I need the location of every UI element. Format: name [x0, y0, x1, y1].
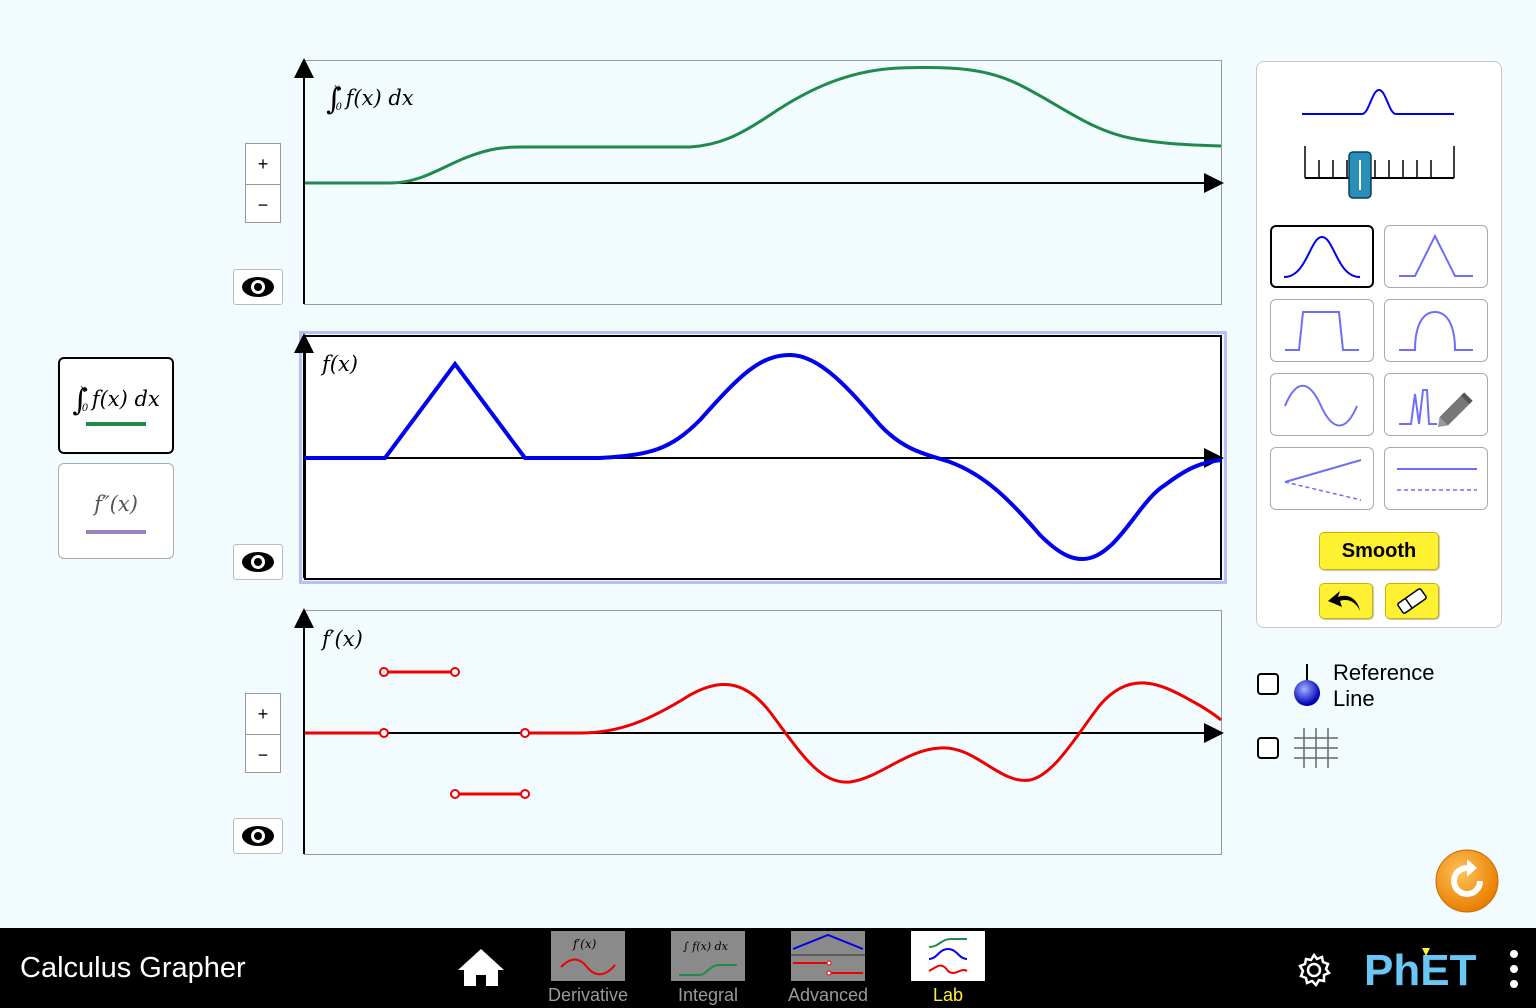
shape-tilted-line-button[interactable] — [1270, 447, 1374, 510]
phet-logo[interactable]: PhET — [1364, 946, 1494, 990]
integral-toggle-label: ∫0x f(x) dx — [72, 383, 160, 418]
sine-wave-icon — [1284, 385, 1358, 427]
flat-line-icon — [1397, 468, 1477, 491]
integral-graph-title: ∫0x f(x) dx — [326, 82, 414, 117]
tab-derivative-label: Derivative — [547, 985, 629, 1005]
graph-curves — [294, 58, 1224, 854]
freeform-pencil-icon — [1399, 389, 1473, 427]
settings-button[interactable] — [1296, 952, 1332, 988]
tab-advanced[interactable]: Advanced — [768, 928, 888, 1008]
reset-icon — [1451, 859, 1483, 897]
width-preview-icon — [1302, 88, 1454, 115]
eye-icon — [242, 277, 274, 297]
parabola-bump-icon — [1399, 310, 1473, 351]
tab-lab[interactable]: Lab — [888, 928, 1008, 1008]
derivative-tab-icon: f′(x) — [551, 931, 625, 981]
tab-integral-label: Integral — [677, 985, 739, 1005]
derivative-graph-title: f′(x) — [322, 627, 363, 651]
tab-derivative[interactable]: f′(x) Derivative — [528, 928, 648, 1008]
tab-integral[interactable]: ∫ f(x) dx Integral — [648, 928, 768, 1008]
derivative-zoom-control: + − — [245, 693, 281, 773]
derivative-visibility-button[interactable] — [233, 818, 283, 854]
kebab-menu-icon — [1510, 950, 1518, 988]
home-icon — [458, 949, 504, 986]
second-derivative-graph-toggle[interactable]: f″(x) — [58, 463, 174, 559]
width-slider[interactable] — [1297, 140, 1457, 202]
navigation-bar: Calculus Grapher f′(x) Derivative ∫ f(x)… — [0, 928, 1536, 1008]
grid-icon — [1294, 728, 1338, 768]
reset-all-button[interactable] — [1434, 848, 1500, 914]
derivative-curve — [305, 670, 1222, 796]
undo-button[interactable] — [1319, 583, 1373, 619]
eraser-icon — [1397, 588, 1427, 614]
smooth-button[interactable]: Smooth — [1319, 532, 1439, 570]
curve-manipulation-panel: Smooth — [1256, 61, 1502, 628]
undo-icon — [1328, 591, 1360, 611]
shape-flat-line-button[interactable] — [1384, 447, 1488, 510]
more-options-button[interactable] — [1506, 948, 1522, 990]
second-derivative-color-swatch — [86, 530, 146, 534]
integral-tab-icon: ∫ f(x) dx — [671, 931, 745, 981]
reference-line-checkbox[interactable] — [1257, 673, 1279, 695]
derivative-zoom-in-button[interactable]: + — [246, 694, 280, 735]
integral-graph-toggle[interactable]: ∫0x f(x) dx — [58, 357, 174, 454]
integral-zoom-out-button[interactable]: − — [257, 194, 269, 215]
triangle-icon — [1399, 233, 1473, 277]
svg-text:f′(x): f′(x) — [572, 937, 597, 951]
original-graph-title: f(x) — [322, 352, 359, 376]
integral-zoom-in-button[interactable]: + — [246, 144, 280, 185]
reference-line-icon — [1294, 664, 1320, 706]
erase-button[interactable] — [1385, 583, 1439, 619]
derivative-zoom-out-button[interactable]: − — [257, 744, 269, 765]
gaussian-bell-icon — [1283, 235, 1361, 278]
svg-text:∫ f(x) dx: ∫ f(x) dx — [683, 940, 729, 953]
shape-freeform-draw-button[interactable] — [1384, 373, 1488, 436]
second-derivative-toggle-label: f″(x) — [94, 492, 138, 516]
shape-sine-wave-button[interactable] — [1270, 373, 1374, 436]
original-graph-highlight — [299, 331, 1227, 584]
gear-icon — [1298, 952, 1331, 988]
tilted-line-icon — [1284, 459, 1362, 501]
shape-parabola-bump-button[interactable] — [1384, 299, 1488, 362]
shape-rectangle-pulse-button[interactable] — [1270, 299, 1374, 362]
shape-triangle-button[interactable] — [1384, 225, 1488, 288]
integral-color-swatch — [86, 422, 146, 427]
lab-tab-icon — [911, 931, 985, 981]
smooth-button-label: Smooth — [1341, 539, 1417, 562]
eye-icon — [242, 826, 274, 846]
integral-zoom-control: + − — [245, 143, 281, 223]
grid-checkbox[interactable] — [1257, 737, 1279, 759]
tab-lab-label: Lab — [932, 985, 964, 1005]
original-curve — [305, 352, 1222, 561]
integral-curve — [305, 66, 1222, 185]
tab-advanced-label: Advanced — [787, 985, 869, 1005]
sim-title: Calculus Grapher — [20, 952, 246, 984]
eye-icon — [242, 552, 274, 572]
original-visibility-button[interactable] — [233, 544, 283, 580]
integral-visibility-button[interactable] — [233, 269, 283, 305]
reference-line-label: Reference Line — [1333, 660, 1435, 711]
derivative-discontinuity-points — [379, 667, 530, 799]
shape-gaussian-bell-button[interactable] — [1270, 225, 1374, 288]
svg-text:PhET: PhET — [1364, 946, 1477, 990]
advanced-tab-icon — [791, 931, 865, 981]
rectangle-pulse-icon — [1285, 311, 1359, 351]
home-button[interactable] — [456, 946, 506, 988]
